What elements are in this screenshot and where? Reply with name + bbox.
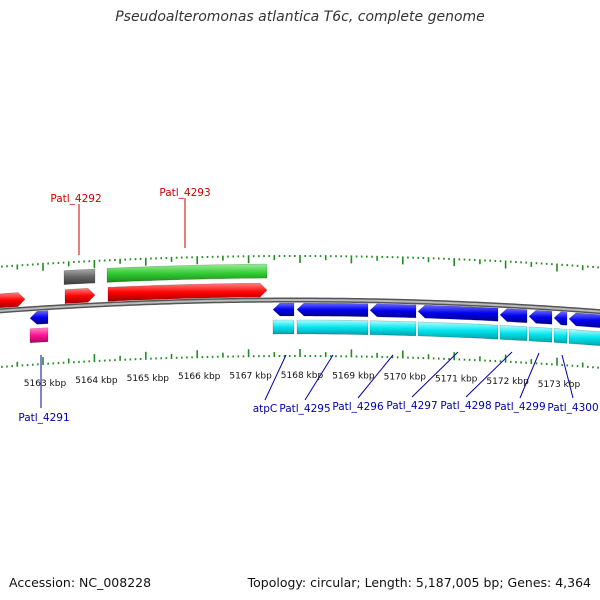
- reverse-gene-block: [568, 329, 600, 346]
- forward-gene-block: [106, 263, 268, 283]
- forward-cds-arrow: [0, 292, 26, 309]
- ruler-tick-label: 5170 kbp: [384, 373, 427, 383]
- reverse-cds-arrow: [528, 309, 553, 325]
- leader-line: [465, 351, 513, 398]
- reverse-gene-block: [272, 319, 295, 335]
- gene-labels: Patl_4292 Patl_4293 Patl_4291 atpC Patl_4295…: [18, 187, 598, 424]
- ruler-tick-label: 5169 kbp: [332, 371, 375, 381]
- ruler-tick-label: 5171 kbp: [435, 374, 478, 384]
- leader-line: [304, 354, 334, 401]
- reverse-gene-block: [417, 321, 499, 340]
- ruler-tick-label: 5168 kbp: [281, 371, 324, 381]
- forward-cds-arrow: [107, 282, 268, 302]
- reverse-cds-arrow: [499, 308, 528, 324]
- reverse-gene-block: [553, 328, 568, 344]
- gene-label: Patl_4298: [440, 400, 491, 412]
- reverse-cds-arrow: [568, 312, 600, 328]
- reverse-cds-arrow: [369, 303, 417, 319]
- gene-label: Patl_4291: [18, 412, 69, 424]
- leader-line: [561, 354, 574, 399]
- pseudo-gene-block: [63, 268, 96, 285]
- gene-label: Patl_4299: [494, 401, 545, 413]
- inner-tick-marks: [1, 349, 599, 369]
- gene-label: Patl_4295: [279, 403, 330, 415]
- reverse-gene-block: [528, 326, 553, 343]
- gene-label: Patl_4296: [332, 401, 384, 413]
- ruler-tick-label: 5165 kbp: [127, 374, 170, 384]
- gene-label: Patl_4297: [386, 400, 437, 412]
- ruler-labels: 5163 kbp 5164 kbp 5165 kbp 5166 kbp 5167 kbp…: [24, 371, 581, 390]
- reverse-cds-arrow: [417, 304, 499, 322]
- ruler-tick-label: 5167 kbp: [229, 371, 272, 381]
- leader-line: [357, 354, 394, 399]
- reverse-cds-arrow: [296, 302, 369, 318]
- genome-backbone: [0, 297, 600, 315]
- trna-gene-block: [29, 327, 49, 344]
- reverse-gene-block: [499, 324, 528, 342]
- reverse-cds-arrow: [272, 302, 295, 317]
- accession-label: Accession: NC_008228: [9, 575, 152, 590]
- leader-line: [264, 354, 287, 401]
- forward-cds-arrow: [64, 287, 96, 304]
- gene-label: Patl_4300: [547, 402, 598, 414]
- reverse-cds-arrow: [29, 310, 49, 325]
- gene-features: [0, 263, 600, 346]
- gene-label: Patl_4293: [159, 187, 210, 199]
- leader-line: [411, 351, 459, 398]
- reverse-gene-block: [369, 320, 417, 337]
- gene-label: Patl_4292: [50, 193, 101, 205]
- leader-line: [519, 352, 540, 399]
- reverse-gene-block: [296, 319, 369, 336]
- ruler-tick-label: 5164 kbp: [75, 376, 118, 386]
- genome-summary: Topology: circular; Length: 5,187,005 bp…: [247, 575, 591, 590]
- ruler-tick-label: 5173 kbp: [538, 380, 581, 390]
- gene-label: atpC: [253, 403, 278, 415]
- backbone-highlight: [0, 299, 600, 313]
- ruler-tick-label: 5172 kbp: [486, 377, 529, 387]
- ruler-tick-label: 5166 kbp: [178, 372, 221, 382]
- map-title: Pseudoalteromonas atlantica T6c, complet…: [115, 9, 485, 25]
- ruler-tick-label: 5163 kbp: [24, 379, 67, 389]
- reverse-cds-arrow: [553, 311, 568, 326]
- outer-tick-marks: [1, 255, 599, 272]
- label-leader-lines: [40, 198, 574, 408]
